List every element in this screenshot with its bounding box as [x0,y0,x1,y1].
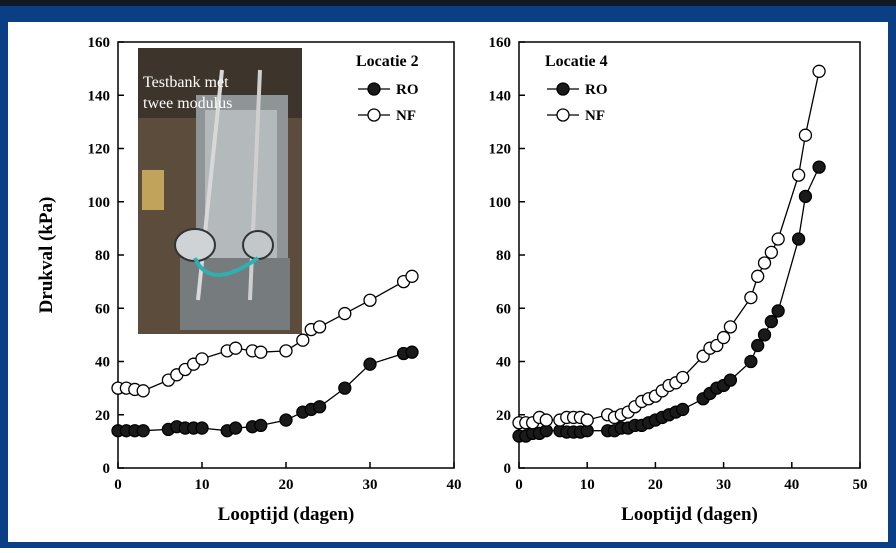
y-tick-label: 80 [496,248,511,264]
y-tick-label: 40 [496,355,511,371]
y-tick-label: 80 [95,248,110,264]
legend-marker-ro [556,82,570,96]
photo-rig-module [242,230,274,260]
data-point-ro [764,314,778,329]
photo-rig-hose [193,256,260,277]
data-point-nf [791,168,806,182]
data-point-ro [757,328,772,342]
y-tick-label: 120 [489,142,512,158]
y-tick-label: 100 [88,195,111,211]
legend-marker-ro [367,82,381,96]
x-tick-label: 40 [784,477,799,493]
y-tick-label: 120 [88,142,111,158]
y-tick-label: 160 [489,35,512,51]
x-tick-label: 30 [363,477,378,493]
data-point-nf [798,128,813,142]
y-axis-title: Drukval (kPa) [36,197,57,314]
legend-marker-nf [367,108,381,122]
data-point-nf [228,341,243,355]
data-point-ro [338,381,352,395]
data-point-nf [757,256,772,270]
photo-rig-pole [196,69,224,301]
y-tick-label: 140 [489,88,512,104]
data-point-nf [723,320,738,334]
data-point-ro [751,338,765,353]
y-tick-label: 20 [95,408,110,424]
data-point-ro [228,421,243,435]
x-tick-label: 20 [648,477,663,493]
x-tick-label: 0 [515,477,523,493]
photo-caption-line-1: Testbank met [143,74,229,91]
data-point-nf [338,306,352,321]
data-point-nf [771,232,785,246]
legend-title: Locatie 2 [356,53,419,70]
x-tick-label: 10 [580,477,595,493]
x-tick-label: 40 [447,477,462,493]
data-point-nf [136,384,150,398]
data-point-ro [791,232,806,246]
y-tick-label: 0 [504,461,512,477]
data-point-nf [405,269,419,283]
data-point-ro [363,357,377,371]
data-point-ro [136,424,150,438]
data-point-nf [676,370,690,385]
data-point-nf [580,413,594,427]
chart-panel-2: 0 20 40 60 80 100 120 140 160 0 10 20 30 40 50 Looptijd… [489,35,868,525]
data-point-nf [539,413,553,427]
x-axis-title: Looptijd (dagen) [218,504,355,525]
data-point-nf [716,330,731,345]
x-tick-label: 10 [195,477,210,493]
y-tick-label: 40 [95,355,110,371]
y-tick-label: 60 [95,301,110,317]
x-tick-label: 20 [279,477,294,493]
frame-top-strip [0,0,896,6]
data-point-nf [195,352,209,366]
x-axis-title: Looptijd (dagen) [621,504,758,525]
legend-label-ro: RO [585,82,608,98]
data-point-nf [744,290,758,305]
data-point-nf [296,333,310,347]
x-tick-label: 0 [114,477,122,493]
y-tick-label: 0 [103,461,111,477]
x-tick-label: 50 [853,477,868,493]
legend-label-nf: NF [585,108,605,124]
data-point-ro [279,413,293,427]
chart-panel-1: 0 20 40 60 80 100 120 140 160 0 10 20 30 40 Looptijd (… [36,35,462,525]
y-tick-label: 100 [489,195,512,211]
x-tick-label: 30 [716,477,731,493]
photo-rig-tank [142,170,164,210]
y-tick-label: 160 [88,35,111,51]
data-point-nf [312,320,327,334]
y-tick-label: 60 [496,301,511,317]
data-point-nf [764,245,778,259]
photo-inset: Testbank met twee modulus [138,48,302,334]
legend-marker-nf [556,108,570,122]
data-point-nf [279,344,293,358]
data-point-ro [771,304,785,318]
photo-rig-module [174,228,216,262]
data-point-nf [751,269,765,283]
photo-rig-base [180,258,290,330]
data-point-nf [812,64,826,78]
data-point-ro [744,354,758,369]
data-point-ro [405,345,419,359]
data-point-ro [312,400,327,414]
data-point-ro [195,421,209,435]
legend-title: Locatie 4 [545,53,608,70]
y-tick-label: 140 [88,88,111,104]
data-point-nf [363,293,377,307]
legend-label-nf: NF [396,108,416,124]
data-point-nf [254,345,268,359]
data-point-ro [676,402,690,417]
data-point-ro [812,160,826,174]
legend-label-ro: RO [396,82,419,98]
data-point-ro [254,418,268,433]
data-point-ro [723,373,738,387]
y-tick-label: 20 [496,408,511,424]
data-point-ro [798,189,813,204]
photo-caption-line-2: twee modulus [143,95,232,112]
